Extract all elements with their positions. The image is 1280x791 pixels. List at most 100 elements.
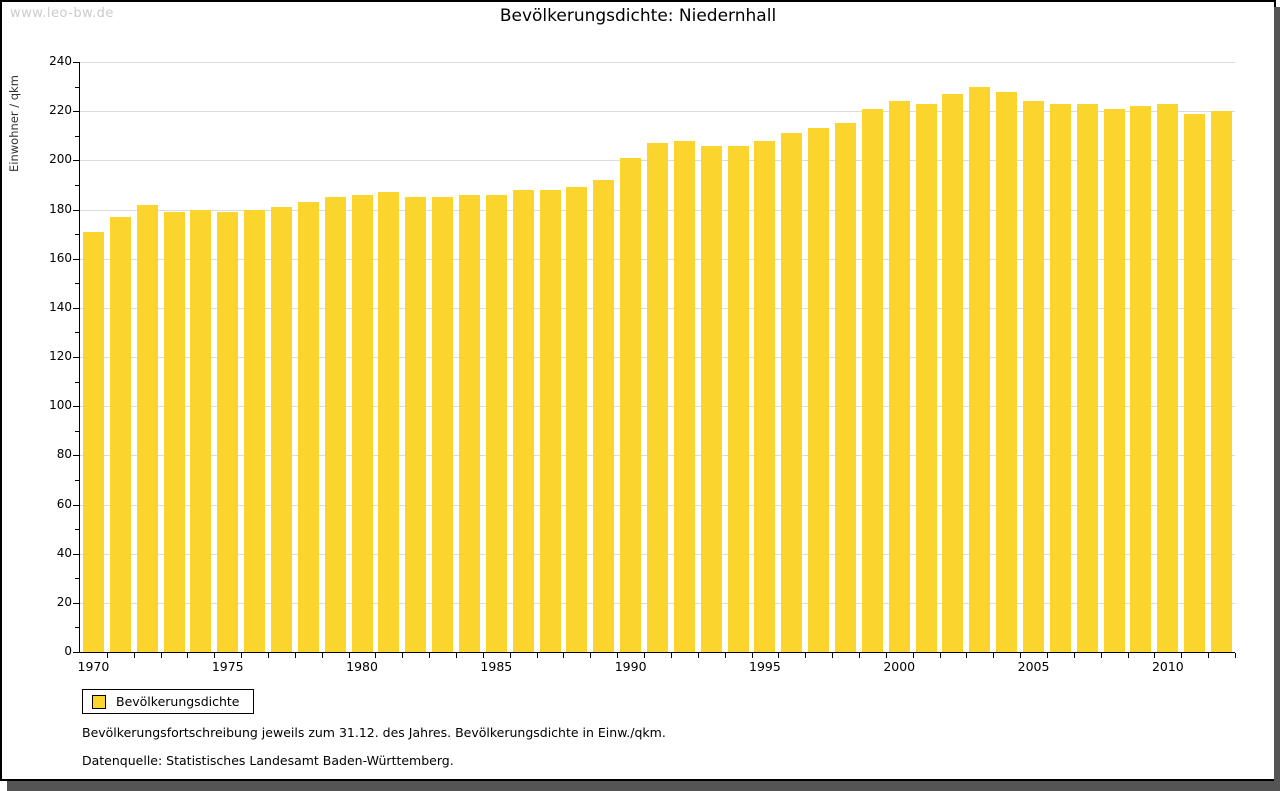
y-axis-title: Einwohner / qkm [7, 75, 21, 172]
y-tick-label-140: 140 [49, 299, 72, 314]
x-tick-30 [885, 653, 887, 658]
bar-2006 [1049, 103, 1071, 652]
x-tick-31 [912, 653, 914, 658]
bar-1987 [539, 189, 561, 652]
bar-2000 [888, 101, 910, 652]
x-tick-28 [832, 653, 834, 658]
x-tick-8 [294, 653, 296, 658]
x-tick-7 [268, 653, 270, 658]
y-tick-110 [75, 381, 79, 383]
y-tick-label-60: 60 [56, 496, 72, 511]
y-tick-label-40: 40 [56, 545, 72, 560]
x-tick-33 [966, 653, 968, 658]
x-tick-label-1990: 1990 [614, 659, 647, 674]
y-tick-120 [73, 357, 79, 358]
gridline-220 [80, 111, 1235, 113]
x-tick-13 [429, 653, 431, 658]
bar-2002 [942, 93, 964, 652]
bar-1988 [566, 187, 588, 652]
bar-1991 [647, 143, 668, 652]
x-tick-41 [1181, 653, 1183, 658]
legend-swatch-icon [92, 694, 106, 709]
x-tick-22 [670, 653, 672, 658]
y-tick-30 [75, 578, 79, 580]
legend-label: Bevölkerungsdichte [116, 694, 240, 709]
bar-2009 [1130, 106, 1152, 652]
y-tick-60 [73, 504, 79, 506]
x-tick-15 [482, 653, 484, 658]
bar-1978 [297, 202, 319, 652]
bar-2011 [1184, 113, 1206, 652]
x-tick-21 [644, 653, 646, 658]
bar-1979 [324, 197, 346, 652]
footnote-line2: Datenquelle: Statistisches Landesamt Bad… [82, 753, 454, 768]
x-tick-label-1995: 1995 [749, 659, 781, 674]
x-tick-23 [697, 653, 699, 658]
x-tick-label-1980: 1980 [346, 659, 378, 674]
y-tick-label-120: 120 [49, 349, 72, 363]
x-tick-9 [321, 653, 323, 658]
y-tick-80 [73, 455, 79, 457]
y-tick-160 [73, 258, 79, 260]
window-shadow-right [1274, 7, 1280, 791]
x-tick-16 [509, 653, 511, 658]
y-tick-70 [75, 479, 79, 481]
x-tick-2 [133, 653, 135, 658]
bar-1982 [405, 197, 427, 652]
bar-1973 [163, 211, 185, 652]
x-tick-32 [939, 653, 941, 658]
chart-title: Bevölkerungsdichte: Niedernhall [499, 6, 777, 26]
y-tick-label-80: 80 [56, 447, 72, 462]
y-tick-label-200: 200 [49, 152, 72, 167]
x-tick-label-1975: 1975 [211, 659, 244, 674]
bar-1993 [700, 145, 722, 652]
x-tick-19 [590, 653, 592, 658]
bar-2004 [996, 91, 1018, 652]
y-tick-label-0: 0 [64, 644, 72, 658]
y-tick-0 [73, 652, 79, 653]
bar-1986 [512, 189, 534, 652]
bar-1977 [270, 207, 292, 652]
bar-1970 [82, 231, 104, 652]
footnote-line1: Bevölkerungsfortschreibung jeweils zum 3… [82, 725, 666, 740]
y-tick-label-180: 180 [49, 201, 72, 216]
x-tick-34 [993, 653, 995, 658]
y-tick-100 [73, 406, 79, 408]
y-tick-240 [73, 62, 79, 63]
x-tick-26 [778, 653, 780, 658]
bar-1996 [781, 133, 803, 652]
bar-2008 [1103, 108, 1125, 652]
x-tick-42 [1208, 653, 1210, 658]
bar-1981 [378, 192, 400, 652]
plot-area: 0 20 40 60 80 100 120 140 160 180 200 220 240 1970 197… [49, 54, 1236, 674]
y-tick-20 [73, 602, 79, 604]
x-tick-18 [563, 653, 565, 658]
x-tick-25 [751, 653, 753, 658]
bar-2005 [1023, 101, 1045, 652]
y-tick-200 [73, 160, 79, 162]
bar-1975 [217, 211, 239, 652]
bar-2010 [1157, 103, 1179, 652]
window-shadow-bottom [7, 781, 1280, 791]
x-tick-label-1970: 1970 [77, 659, 110, 674]
bar-1999 [861, 108, 883, 652]
bar-1994 [727, 145, 749, 652]
x-tick-4 [187, 653, 189, 658]
x-tick-1 [106, 653, 108, 658]
bar-1997 [808, 128, 830, 652]
y-tick-170 [75, 234, 79, 236]
x-tick-label-2005: 2005 [1017, 659, 1050, 674]
bar-1972 [136, 204, 158, 652]
bar-1971 [109, 216, 131, 652]
y-tick-180 [73, 209, 79, 211]
y-tick-130 [75, 332, 79, 334]
y-tick-50 [75, 529, 79, 531]
x-tick-12 [402, 653, 404, 658]
bar-2007 [1076, 103, 1098, 652]
x-tick-17 [536, 653, 538, 658]
x-tick-39 [1127, 653, 1129, 658]
y-tick-90 [75, 430, 79, 432]
bar-1998 [835, 123, 857, 652]
